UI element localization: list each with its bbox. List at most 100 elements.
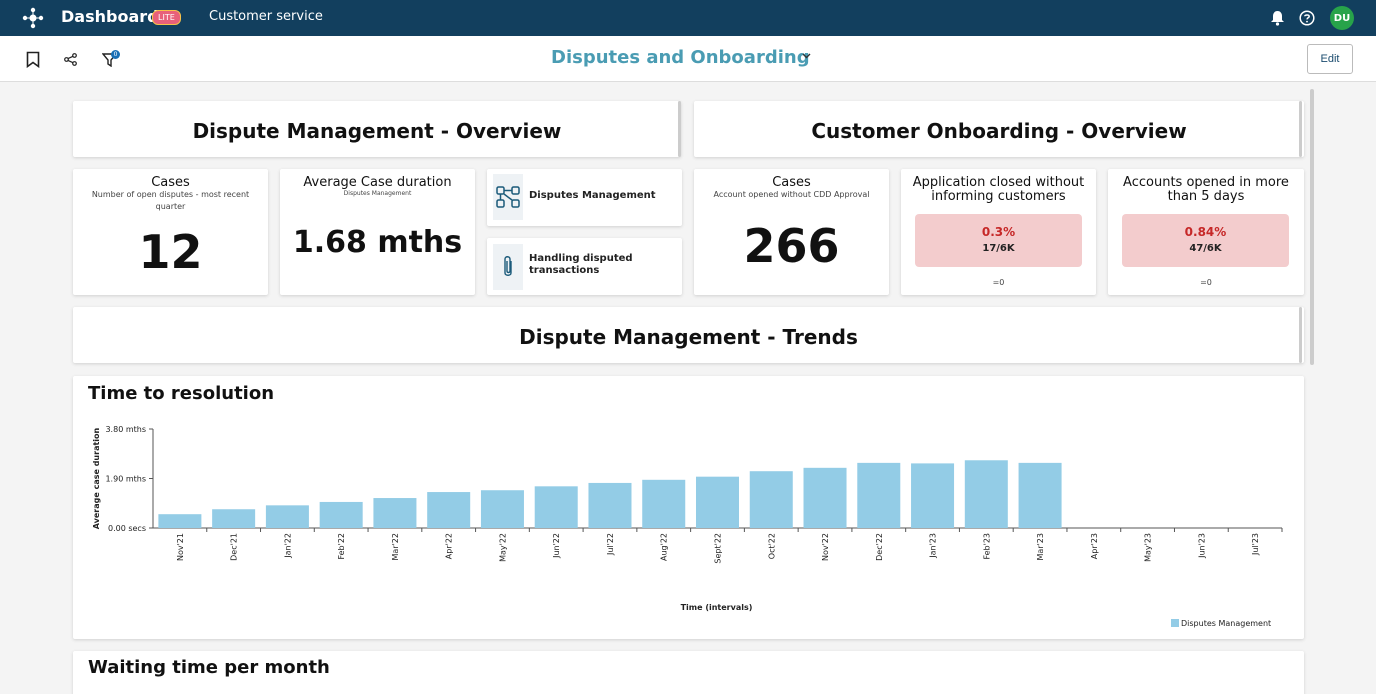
x-tick-label: Jan'23: [929, 533, 938, 559]
link-handling-disputed-label: Handling disputed transactions: [529, 253, 633, 276]
kpi-avg-duration-subtitle: Disputes Management: [343, 190, 412, 197]
x-tick-label: Apr'23: [1090, 533, 1099, 559]
kpi-accounts-opened-title: Accounts opened in more than 5 days: [1123, 175, 1289, 204]
edit-button[interactable]: Edit: [1307, 44, 1353, 74]
time-to-resolution-card: Time to resolution 0.00 secs 1.90 mths 3.8…: [73, 376, 1304, 639]
y-tick-label: 1.90 mths: [105, 475, 146, 484]
waiting-time-card: Waiting time per month: [73, 651, 1304, 694]
x-tick-label: May'22: [498, 533, 507, 562]
kpi-onboard-cases-card[interactable]: Cases Account opened without CDD Approva…: [694, 169, 889, 295]
dispute-overview-header: Dispute Management - Overview: [73, 101, 681, 157]
onboarding-overview-title: Customer Onboarding - Overview: [811, 119, 1187, 143]
kpi-app-closed-frac: 17/6K: [982, 243, 1015, 254]
x-tick-label: Jun'22: [552, 533, 561, 559]
x-axis-label: Time (intervals): [681, 603, 753, 612]
filter-count-badge: 0: [111, 50, 120, 59]
trends-scrollbar[interactable]: [1299, 307, 1302, 363]
bar-dec-22: [857, 462, 901, 528]
onboarding-overview-header: Customer Onboarding - Overview: [694, 101, 1304, 157]
help-icon[interactable]: [1299, 10, 1315, 26]
trends-header: Dispute Management - Trends: [73, 307, 1304, 363]
kpi-onboard-cases-title: Cases: [772, 175, 811, 190]
page-scrollbar[interactable]: [1310, 89, 1314, 365]
paperclip-icon: [493, 244, 523, 290]
onboarding-overview-scrollbar[interactable]: [1299, 101, 1302, 157]
network-icon: [493, 174, 523, 220]
x-tick-label: Feb'23: [982, 533, 991, 560]
kpi-cases-value: 12: [138, 225, 203, 279]
bar-feb-22: [319, 501, 363, 528]
bar-jan-23: [911, 463, 955, 528]
bell-icon[interactable]: [1270, 10, 1285, 26]
kpi-accounts-opened-card[interactable]: Accounts opened in more than 5 days 0.84…: [1108, 169, 1304, 295]
app-title[interactable]: Dashboard: [61, 7, 159, 26]
link-handling-disputed[interactable]: Handling disputed transactions: [487, 238, 682, 295]
x-tick-label: Dec'21: [230, 533, 239, 561]
bar-sept-22: [695, 476, 740, 528]
dashboard-toolbar: [0, 36, 1376, 82]
kpi-accounts-opened-frac: 47/6K: [1189, 243, 1222, 254]
kpi-app-closed-change: =0: [992, 278, 1005, 287]
kpi-accounts-opened-change: =0: [1200, 278, 1212, 287]
kpi-accounts-opened-pct: 0.84%: [1184, 225, 1227, 239]
x-tick-label: Oct'22: [767, 533, 776, 559]
x-tick-label: Dec'22: [875, 533, 884, 561]
bar-nov-21: [158, 514, 202, 528]
bar-jun-22: [534, 486, 578, 528]
x-tick-label: Jun'23: [1197, 533, 1206, 559]
bar-jul-22: [588, 482, 632, 528]
time-to-resolution-chart: 0.00 secs 1.90 mths 3.80 mths Average case …: [92, 425, 1283, 628]
kpi-avg-duration-value: 1.68 mths: [292, 225, 463, 260]
x-tick-label: Feb'22: [337, 533, 346, 560]
share-icon[interactable]: [64, 53, 77, 66]
kpi-avg-duration-card[interactable]: Average Case duration Disputes Managemen…: [280, 169, 475, 295]
dashboard-title[interactable]: Disputes and Onboarding: [551, 47, 810, 68]
bar-mar-23: [1018, 462, 1062, 528]
chart-title: Time to resolution: [88, 383, 275, 404]
kpi-app-closed-alert: 0.3% 17/6K: [915, 214, 1082, 267]
x-tick-label: Sept'22: [714, 533, 723, 564]
lite-badge: LITE: [152, 10, 181, 25]
x-tick-label: Nov'21: [176, 533, 185, 561]
bar-may-22: [480, 490, 524, 528]
bar-nov-22: [803, 467, 847, 528]
waiting-time-title: Waiting time per month: [88, 657, 330, 678]
link-disputes-management[interactable]: Disputes Management: [487, 169, 682, 226]
x-tick-label: Mar'22: [391, 533, 400, 560]
bar-jan-22: [265, 505, 309, 528]
x-tick-label: Jul'23: [1251, 533, 1260, 556]
x-tick-label: Mar'23: [1036, 533, 1045, 560]
kpi-app-closed-pct: 0.3%: [981, 225, 1016, 239]
y-tick-label: 3.80 mths: [105, 425, 146, 434]
x-tick-label: Apr'22: [445, 533, 454, 559]
kpi-app-closed-card[interactable]: Application closed without informing cus…: [901, 169, 1096, 295]
legend-swatch: [1171, 619, 1179, 627]
avatar[interactable]: DU: [1330, 6, 1354, 30]
bar-feb-23: [964, 460, 1008, 528]
legend-label: Disputes Management: [1181, 619, 1271, 628]
chevron-down-icon[interactable]: [801, 52, 812, 60]
y-tick-label: 0.00 secs: [108, 524, 146, 533]
kpi-avg-duration-title: Average Case duration: [303, 175, 452, 190]
x-tick-label: Jan'22: [283, 533, 292, 559]
y-axis-label: Average case duration: [92, 427, 101, 529]
x-tick-label: Nov'22: [821, 533, 830, 561]
bookmark-icon[interactable]: [26, 51, 40, 68]
nav-link-customer-service[interactable]: Customer service: [209, 9, 323, 24]
trends-title: Dispute Management - Trends: [519, 325, 858, 349]
app-logo-icon[interactable]: [22, 7, 44, 29]
x-tick-label: Aug'22: [660, 533, 669, 561]
dispute-overview-title: Dispute Management - Overview: [192, 119, 562, 143]
bar-dec-21: [212, 509, 256, 528]
kpi-app-closed-title: Application closed without informing cus…: [912, 175, 1085, 204]
x-tick-label: Jul'22: [606, 533, 615, 556]
kpi-onboard-cases-subtitle: Account opened without CDD Approval: [713, 190, 870, 199]
dispute-overview-scrollbar[interactable]: [678, 101, 681, 157]
kpi-cases-card[interactable]: Cases Number of open disputes - most rec…: [73, 169, 268, 295]
bar-mar-22: [373, 498, 417, 528]
kpi-accounts-opened-alert: 0.84% 47/6K: [1122, 214, 1289, 267]
bar-aug-22: [642, 479, 686, 528]
link-disputes-management-label: Disputes Management: [529, 190, 656, 201]
x-tick-label: May'23: [1144, 533, 1153, 562]
kpi-onboard-cases-value: 266: [743, 219, 840, 273]
